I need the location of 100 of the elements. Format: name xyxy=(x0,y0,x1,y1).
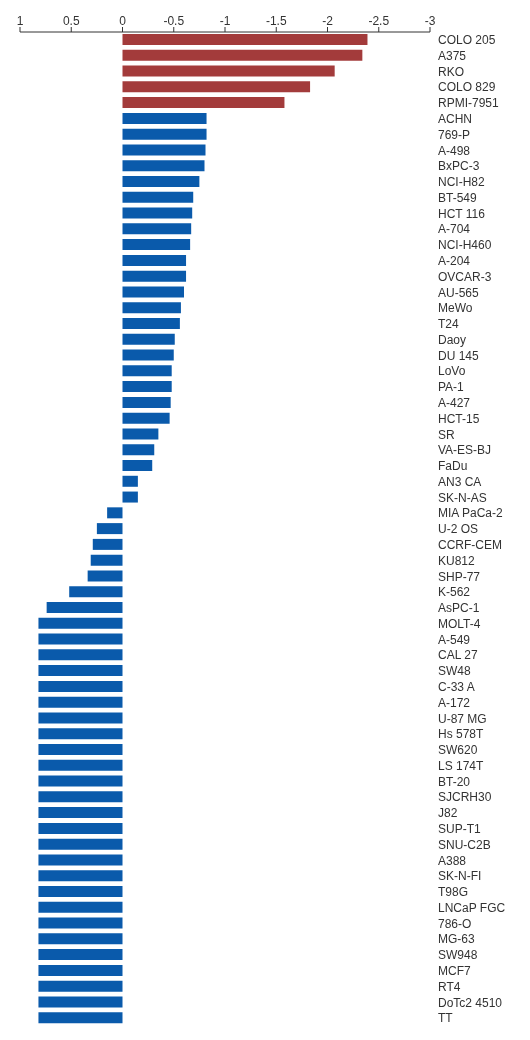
y-tick-label: Daoy xyxy=(438,332,467,347)
y-tick-label: COLO 205 xyxy=(438,33,496,48)
y-tick-label: K-562 xyxy=(438,585,471,600)
bar xyxy=(38,949,123,961)
bar xyxy=(38,964,123,976)
bar xyxy=(122,160,205,172)
y-tick-label: SW620 xyxy=(438,743,478,758)
y-tick-label: MG-63 xyxy=(438,932,475,947)
bar xyxy=(107,507,123,519)
x-tick-label: 0 xyxy=(119,14,127,28)
y-tick-label: HCT-15 xyxy=(438,411,480,426)
y-tick-label: A-704 xyxy=(438,222,471,237)
y-tick-label: MIA PaCa-2 xyxy=(438,506,504,521)
bar xyxy=(122,491,138,503)
y-tick-label: MOLT-4 xyxy=(438,616,481,631)
bar xyxy=(38,854,123,866)
bar xyxy=(38,665,123,677)
y-tick-label: A388 xyxy=(438,853,467,868)
bar xyxy=(122,65,335,77)
bar xyxy=(122,81,311,93)
y-tick-label: T98G xyxy=(438,885,469,900)
bar xyxy=(122,318,180,329)
bar xyxy=(96,523,123,535)
bar xyxy=(122,444,155,456)
y-tick-label: RPMI-7951 xyxy=(438,96,500,111)
bar xyxy=(38,744,123,755)
y-tick-label: VA-ES-BJ xyxy=(438,443,492,458)
bar xyxy=(38,917,123,929)
bar xyxy=(122,223,192,235)
bar xyxy=(38,886,123,897)
bar xyxy=(122,286,184,298)
bar xyxy=(38,996,123,1008)
bar xyxy=(38,775,123,787)
bar xyxy=(38,901,123,913)
y-tick-label: HCT 116 xyxy=(438,206,486,221)
bar xyxy=(38,807,123,819)
y-tick-label: NCI-H460 xyxy=(438,238,492,253)
y-tick-label: SJCRH30 xyxy=(438,790,492,805)
bar xyxy=(122,475,138,487)
bar xyxy=(122,191,194,203)
y-tick-label: RKO xyxy=(438,64,465,79)
bar xyxy=(122,239,191,251)
y-tick-label: SK-N-AS xyxy=(438,490,487,505)
y-tick-label: LNCaP FGC xyxy=(438,900,506,915)
y-tick-label: AN3 CA xyxy=(438,474,482,489)
bar xyxy=(38,728,123,740)
bar xyxy=(122,396,171,408)
bar xyxy=(87,570,123,582)
y-tick-label: J82 xyxy=(438,806,458,821)
y-tick-label: Hs 578T xyxy=(438,727,485,742)
y-tick-label: A375 xyxy=(438,48,467,63)
y-tick-label: BT-549 xyxy=(438,190,478,205)
bar xyxy=(38,791,123,803)
bar xyxy=(122,270,187,282)
bar xyxy=(122,207,193,219)
bar xyxy=(122,49,363,61)
y-tick-label: SW48 xyxy=(438,664,471,679)
bar xyxy=(38,696,123,708)
bar xyxy=(122,365,172,377)
bar xyxy=(38,680,123,692)
y-tick-label: T24 xyxy=(438,317,459,332)
bar xyxy=(38,838,123,850)
bar xyxy=(122,460,153,471)
bar xyxy=(38,1012,123,1024)
bar xyxy=(90,554,123,566)
bar xyxy=(38,633,123,645)
y-tick-label: SW948 xyxy=(438,948,478,963)
y-tick-label: AU-565 xyxy=(438,285,480,300)
y-tick-label: A-172 xyxy=(438,695,471,710)
y-tick-label: 786-O xyxy=(438,916,472,931)
y-tick-label: A-204 xyxy=(438,254,471,269)
bar xyxy=(38,822,123,834)
bar xyxy=(38,712,123,724)
bar xyxy=(122,34,368,45)
bar xyxy=(122,302,181,314)
y-tick-label: SHP-77 xyxy=(438,569,481,584)
bar xyxy=(38,759,123,771)
y-tick-label: SUP-T1 xyxy=(438,822,481,837)
x-tick-label: -1 xyxy=(219,14,231,28)
x-tick-label: -1.5 xyxy=(265,14,287,28)
bar xyxy=(122,349,174,361)
bar xyxy=(38,933,123,945)
bar xyxy=(122,97,285,109)
y-tick-label: PA-1 xyxy=(438,380,465,395)
y-tick-label: CCRF-CEM xyxy=(438,538,502,553)
y-tick-label: RT4 xyxy=(438,979,461,994)
y-tick-label: SR xyxy=(438,427,455,442)
y-tick-label: BT-20 xyxy=(438,774,471,789)
y-tick-label: CAL 27 xyxy=(438,648,478,663)
y-tick-label: SK-N-FI xyxy=(438,869,482,884)
y-tick-label: COLO 829 xyxy=(438,80,496,95)
x-tick-label: -2.5 xyxy=(368,14,390,28)
y-tick-label: KU812 xyxy=(438,553,476,568)
x-tick-label: 0.5 xyxy=(62,14,80,28)
bar xyxy=(38,649,123,661)
y-tick-label: AsPC-1 xyxy=(438,601,480,616)
bar xyxy=(122,254,187,266)
bar xyxy=(38,617,123,629)
y-tick-label: U-2 OS xyxy=(438,522,479,537)
bar xyxy=(122,176,200,187)
